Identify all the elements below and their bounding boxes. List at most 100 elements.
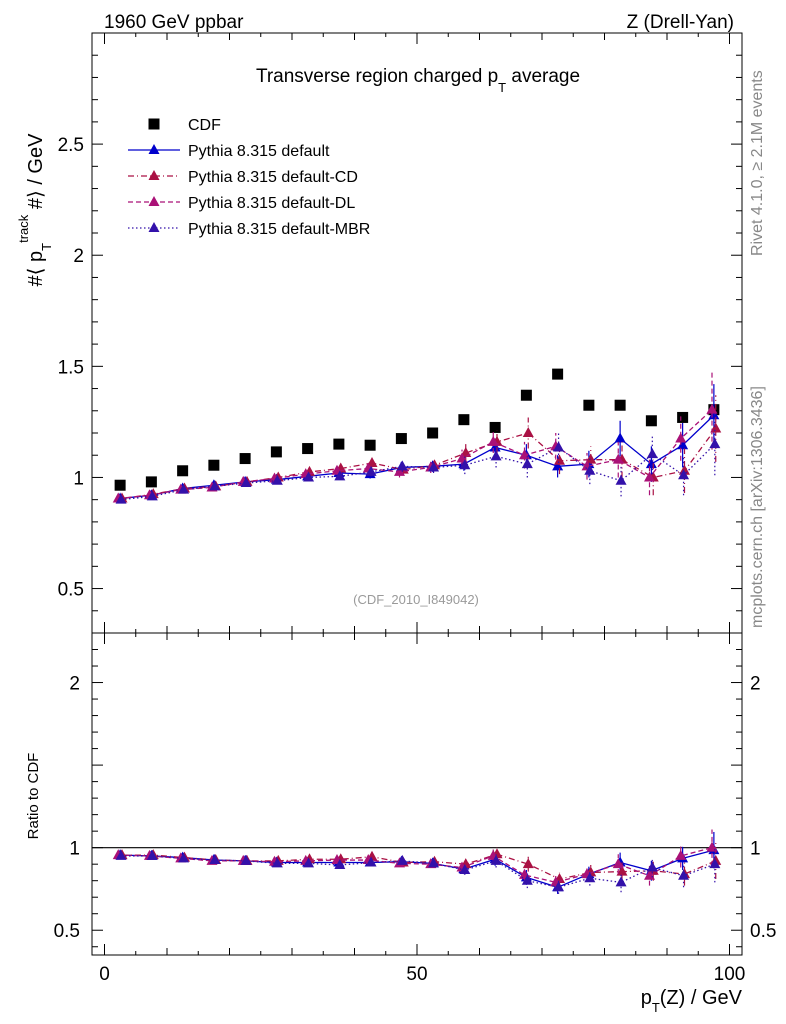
- ratio-y-tick-label-right: 1: [750, 839, 761, 860]
- data-point-mbr: [396, 460, 408, 471]
- ratio-point-cd: [522, 858, 534, 869]
- legend-entry-default: Pythia 8.315 default: [128, 143, 330, 160]
- ratio-point-mbr: [678, 869, 690, 880]
- ratio-y-tick-label: 1: [69, 839, 80, 860]
- svg-text:#⟨ pTtrack #⟩ / GeV: #⟨ pTtrack #⟩ / GeV: [16, 133, 54, 287]
- ratio-point-mbr: [428, 857, 440, 868]
- data-point-cdf: [552, 368, 564, 380]
- data-point-cdf: [583, 399, 595, 411]
- ratio-point-dl: [675, 849, 687, 860]
- data-point-cdf: [520, 389, 532, 401]
- data-point-cdf: [458, 414, 470, 426]
- data-point-cdf: [489, 421, 501, 433]
- chart-title: Transverse region charged pT average: [256, 66, 580, 95]
- ratio-point-mbr: [490, 854, 502, 865]
- data-point-mbr: [240, 477, 252, 487]
- data-point-cdf: [645, 415, 657, 427]
- data-point-default: [708, 409, 720, 420]
- series-default: [114, 384, 720, 503]
- ratio-point-mbr: [365, 856, 377, 867]
- data-point-cd: [710, 422, 722, 433]
- data-point-cd: [522, 427, 534, 437]
- ratio-point-mbr: [240, 854, 252, 865]
- data-point-mbr: [521, 458, 533, 469]
- ratio-panel-frame: [91, 632, 743, 956]
- ratio-axis-ticks: 0.5 0.5 1 1 2 2 0 50 100: [54, 632, 776, 985]
- analysis-watermark: (CDF_2010_I849042): [353, 592, 479, 607]
- main-data-marks: [112, 368, 722, 504]
- legend-marker-cd: [148, 170, 160, 180]
- data-point-mbr: [365, 465, 377, 476]
- ratio-y-axis-label: Ratio to CDF: [25, 753, 42, 840]
- y-tick-label: 1: [73, 468, 84, 489]
- ratio-point-mbr: [271, 857, 283, 868]
- legend-label: Pythia 8.315 default: [188, 143, 330, 160]
- data-point-cdf: [145, 476, 157, 488]
- data-point-cd: [585, 453, 597, 464]
- ratio-point-mbr: [209, 854, 221, 865]
- data-point-dl: [644, 471, 655, 482]
- legend-label: Pythia 8.315 default-MBR: [188, 221, 370, 238]
- data-point-mbr: [115, 493, 127, 504]
- data-point-mbr: [271, 474, 283, 485]
- data-point-mbr: [709, 438, 721, 449]
- data-point-mbr: [615, 474, 627, 485]
- y-tick-label: 2.5: [58, 135, 84, 156]
- data-point-mbr: [459, 459, 471, 470]
- legend-entry-cd: Pythia 8.315 default-CD: [128, 169, 358, 186]
- data-point-mbr: [209, 480, 221, 491]
- ratio-y-tick-label-right: 2: [750, 674, 761, 695]
- data-point-cdf: [239, 453, 251, 465]
- ratio-point-mbr: [303, 857, 315, 868]
- legend-entry-mbr: Pythia 8.315 default-MBR: [128, 221, 370, 238]
- x-axis-label: pT(Z) / GeV: [641, 987, 743, 1015]
- ratio-point-mbr: [709, 858, 721, 869]
- ratio-y-tick-label: 0.5: [54, 921, 80, 942]
- data-point-mbr: [490, 450, 502, 461]
- data-point-cdf: [395, 433, 407, 445]
- data-point-default: [552, 460, 564, 471]
- y-tick-label: 2: [73, 246, 84, 267]
- x-tick-label: 100: [714, 964, 746, 985]
- data-point-mbr: [678, 469, 690, 480]
- ratio-point-mbr: [146, 849, 158, 860]
- data-point-cdf: [208, 459, 220, 471]
- series-dl: [112, 369, 718, 503]
- data-point-mbr: [334, 470, 346, 481]
- main-axis-ticks: 0.5 1 1.5 2 2.5: [58, 32, 742, 634]
- ratio-point-mbr: [615, 876, 627, 887]
- ratio-series-mbr: [115, 846, 721, 894]
- ratio-point-mbr: [553, 881, 565, 892]
- ratio-line-default: [120, 849, 715, 888]
- series-line-default: [120, 414, 715, 500]
- data-point-dl: [612, 453, 624, 464]
- data-point-mbr: [553, 441, 565, 452]
- legend-label: Pythia 8.315 default-DL: [188, 195, 355, 212]
- rivet-label: Rivet 4.1.0, ≥ 2.1M events: [749, 70, 766, 256]
- mcplots-label: mcplots.cern.ch [arXiv:1306.3436]: [749, 386, 766, 628]
- data-point-cd: [679, 464, 690, 475]
- ratio-point-dl: [612, 858, 624, 869]
- ratio-data-marks: [112, 829, 722, 894]
- series-line-mbr: [120, 443, 716, 501]
- data-point-cdf: [270, 446, 282, 458]
- legend-entry-dl: Pythia 8.315 default-DL: [128, 195, 355, 212]
- data-point-mbr: [646, 448, 658, 459]
- data-point-default: [614, 432, 626, 443]
- data-point-mbr: [146, 490, 158, 501]
- data-point-default: [489, 441, 501, 452]
- data-point-dl: [394, 465, 405, 476]
- x-tick-label: 0: [99, 964, 110, 985]
- data-point-dl: [675, 432, 687, 443]
- beam-label: 1960 GeV ppbar: [104, 12, 244, 33]
- ratio-line-mbr: [121, 855, 716, 888]
- ratio-point-mbr: [459, 863, 471, 874]
- data-point-cdf: [114, 479, 126, 491]
- ratio-point-mbr: [334, 859, 346, 870]
- y-tick-label: 0.5: [58, 580, 84, 601]
- legend-label: Pythia 8.315 default-CD: [188, 169, 358, 186]
- legend: CDF Pythia 8.315 default Pythia 8.315 defa…: [128, 117, 370, 238]
- data-point-cdf: [177, 465, 189, 477]
- ratio-point-mbr: [396, 854, 408, 865]
- ratio-y-tick-label-right: 0.5: [750, 921, 776, 942]
